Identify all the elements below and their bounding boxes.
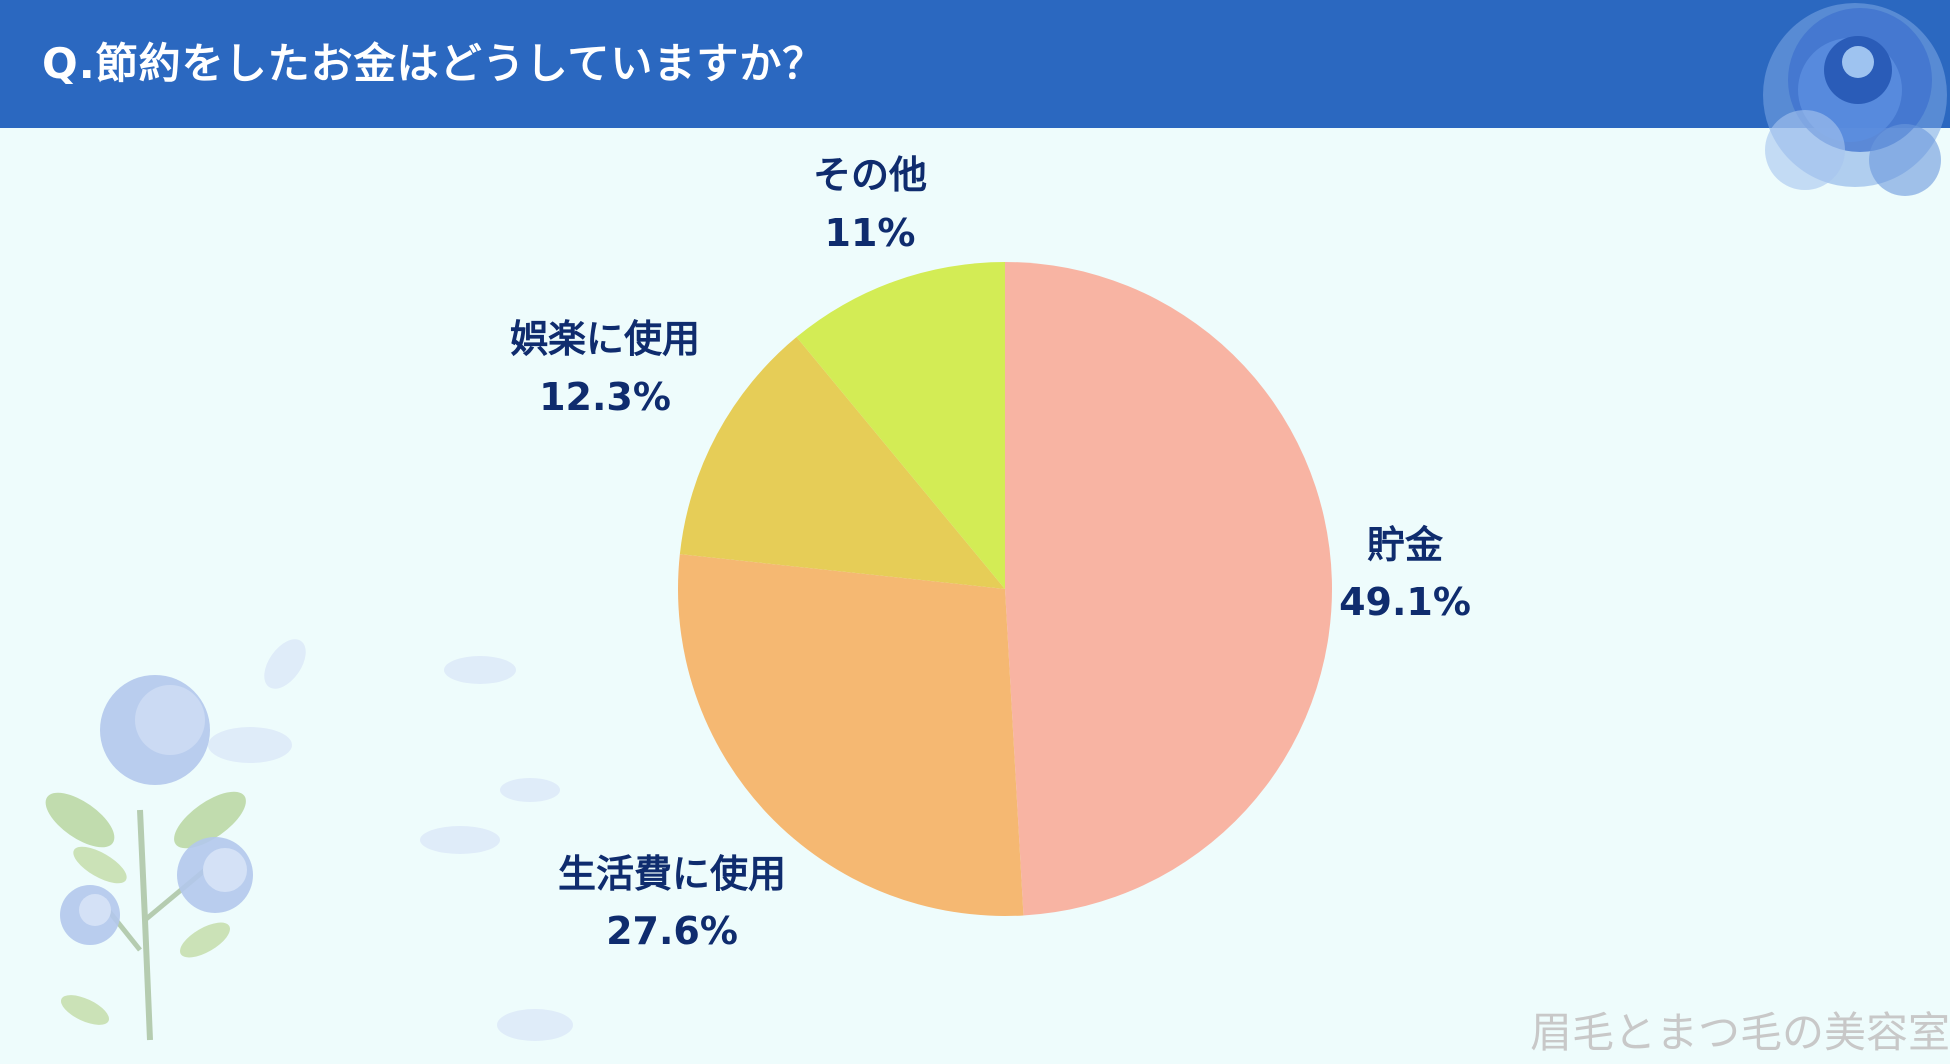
- pie-slices: [678, 262, 1333, 916]
- pie-slice-entertainment: [679, 337, 1005, 589]
- pie-slice-living-expenses: [678, 554, 1024, 916]
- header-bar: Q.節約をしたお金はどうしていますか？: [0, 0, 1950, 128]
- slice-value-savings: 49.1%: [1339, 580, 1471, 624]
- pie-labels: 貯金 49.1% 生活費に使用 27.6% 娯楽に使用 12.3% その他 11…: [510, 153, 1471, 953]
- watermark-text: 眉毛とまつ毛の美容室: [1529, 1008, 1950, 1057]
- slice-label-entertainment: 娯楽に使用: [510, 317, 700, 361]
- slice-label-other: その他: [813, 153, 927, 197]
- rose-bouquet-decoration-icon: [45, 639, 573, 1041]
- pie-slice-other: [796, 262, 1005, 589]
- slice-value-entertainment: 12.3%: [539, 375, 671, 419]
- blue-rose-decoration-icon: [1763, 3, 1947, 196]
- slice-label-living-expenses: 生活費に使用: [558, 852, 786, 896]
- page-title: Q.節約をしたお金はどうしていますか？: [42, 39, 826, 88]
- slice-value-living-expenses: 27.6%: [606, 909, 738, 953]
- pie-slice-savings: [1005, 262, 1333, 916]
- slice-value-other: 11%: [825, 211, 916, 255]
- slice-label-savings: 貯金: [1367, 523, 1444, 567]
